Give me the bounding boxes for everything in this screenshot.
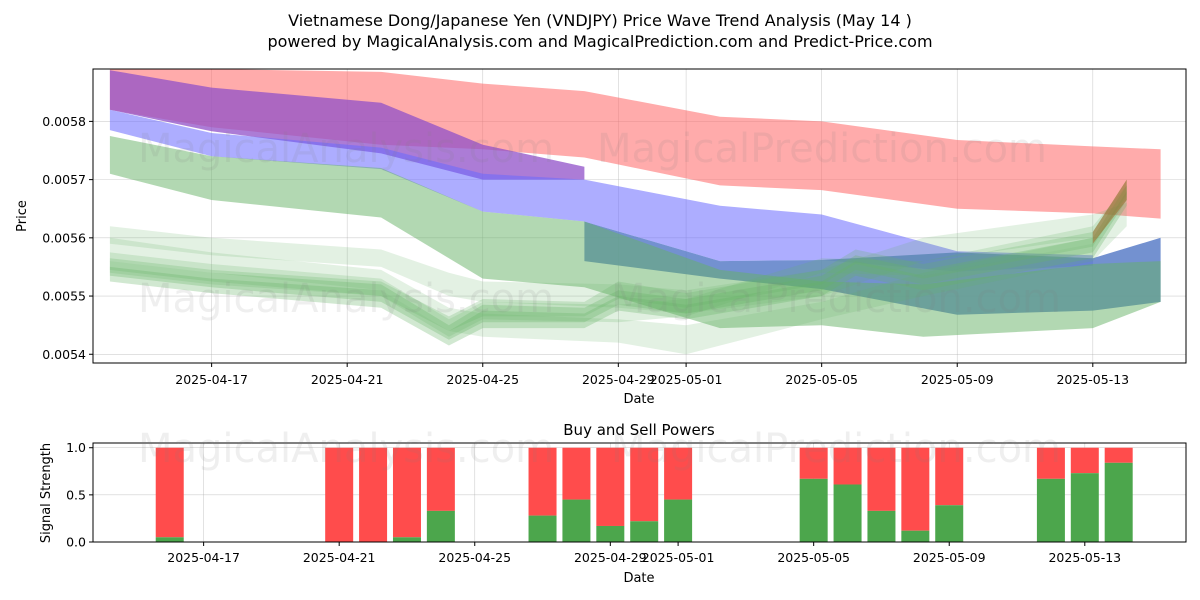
sell-power-bar xyxy=(1104,447,1133,463)
signal-x-tick-label: 2025-04-17 xyxy=(167,550,240,565)
price-x-tick-label: 2025-05-13 xyxy=(1056,372,1129,387)
signal-y-tick-label: 0.0 xyxy=(66,535,86,550)
price-x-axis-label: Date xyxy=(623,392,654,407)
sell-power-bar xyxy=(664,447,693,500)
watermark-prediction-mid: MagicalPrediction.com xyxy=(611,276,1061,322)
signal-plot-frame xyxy=(92,442,1187,543)
buy-sell-title: Buy and Sell Powers xyxy=(563,421,715,439)
price-x-tick-label: 2025-05-01 xyxy=(650,372,723,387)
sell-power-bar xyxy=(528,447,557,516)
figure-title: Vietnamese Dong/Japanese Yen (VNDJPY) Pr… xyxy=(288,11,912,30)
signal-x-tick-label: 2025-04-29 xyxy=(574,550,647,565)
sell-power-bar xyxy=(901,447,930,531)
figure-subtitle: powered by MagicalAnalysis.com and Magic… xyxy=(267,32,932,51)
buy-power-bar xyxy=(867,510,896,542)
buy-power-bar xyxy=(664,499,693,542)
price-bands xyxy=(109,69,1161,355)
sell-power-bar xyxy=(359,447,388,542)
signal-x-tick-label: 2025-05-13 xyxy=(1048,550,1121,565)
buy-power-bar xyxy=(596,525,625,542)
watermark-analysis-top: MagicalAnalysis.com xyxy=(138,126,554,172)
price-x-tick-label: 2025-05-05 xyxy=(785,372,858,387)
buy-power-bar xyxy=(935,505,964,542)
price-y-tick-label: 0.0057 xyxy=(42,172,86,187)
buy-power-bar xyxy=(630,521,659,542)
price-y-tick-label: 0.0055 xyxy=(42,289,86,304)
price-band-1 xyxy=(109,70,585,180)
sell-power-bar xyxy=(1070,447,1099,474)
watermark-analysis-bottom: MagicalAnalysis.com xyxy=(138,426,554,472)
buy-power-bar xyxy=(799,478,828,542)
signal-x-tick-label: 2025-05-01 xyxy=(642,550,715,565)
price-x-ticks: 2025-04-17 2025-04-21 2025-04-25 2025-04-29… xyxy=(175,363,1129,387)
price-band-5 xyxy=(109,202,1127,314)
price-band-2 xyxy=(109,109,1093,272)
buy-power-bar xyxy=(1070,473,1099,542)
signal-y-axis-label: Signal Strength xyxy=(39,443,54,543)
buy-power-bar xyxy=(1036,478,1065,542)
watermark-prediction-top: MagicalPrediction.com xyxy=(597,126,1047,172)
signal-x-tick-label: 2025-05-09 xyxy=(913,550,986,565)
buy-power-bar xyxy=(528,515,557,542)
price-band-8 xyxy=(109,179,1127,331)
price-x-tick-label: 2025-04-25 xyxy=(446,372,519,387)
signal-x-tick-label: 2025-05-05 xyxy=(777,550,850,565)
sell-power-bar xyxy=(562,447,591,500)
signal-x-tick-label: 2025-04-25 xyxy=(438,550,511,565)
sell-power-bar xyxy=(325,447,354,542)
sell-power-bar xyxy=(630,447,659,522)
buy-power-bar xyxy=(155,537,184,542)
price-plot-frame xyxy=(92,68,1187,364)
watermark-analysis-mid: MagicalAnalysis.com xyxy=(138,276,554,322)
price-wave-plot: 2025-04-17 2025-04-21 2025-04-25 2025-04-29… xyxy=(15,68,1187,407)
sell-power-bar xyxy=(426,447,455,511)
buy-power-bar xyxy=(833,484,862,542)
price-y-tick-label: 0.0058 xyxy=(42,114,86,129)
buy-power-bar xyxy=(1104,462,1133,542)
buy-power-bar xyxy=(426,510,455,542)
buy-sell-plot: Buy and Sell Powers 2025-04-17 2025-04-21… xyxy=(39,421,1187,586)
signal-y-tick-label: 1.0 xyxy=(66,440,86,455)
price-band-6 xyxy=(109,214,1127,355)
buy-power-bar xyxy=(392,537,421,542)
price-y-axis-label: Price xyxy=(15,200,30,232)
signal-x-ticks: 2025-04-17 2025-04-21 2025-04-25 2025-04-29… xyxy=(167,542,1121,565)
price-x-tick-label: 2025-04-29 xyxy=(582,372,655,387)
price-band-11 xyxy=(1092,179,1127,244)
signal-x-axis-label: Date xyxy=(623,571,654,586)
sell-power-bar xyxy=(935,447,964,506)
signal-bars xyxy=(155,447,1133,542)
price-y-tick-label: 0.0056 xyxy=(42,230,86,245)
price-band-4 xyxy=(109,136,1161,337)
buy-power-bar xyxy=(562,499,591,542)
signal-y-tick-label: 0.5 xyxy=(66,487,86,502)
price-band-7 xyxy=(109,185,1127,337)
sell-power-bar xyxy=(867,447,896,511)
watermark-prediction-bottom: MagicalPrediction.com xyxy=(611,426,1061,472)
sell-power-bar xyxy=(799,447,828,479)
buy-power-bar xyxy=(901,530,930,542)
price-y-ticks: 0.0054 0.0055 0.0056 0.0057 0.0058 xyxy=(42,114,93,362)
sell-power-bar xyxy=(833,447,862,485)
signal-x-tick-label: 2025-04-21 xyxy=(303,550,376,565)
sell-power-bar xyxy=(392,447,421,538)
signal-y-ticks: 0.0 0.5 1.0 xyxy=(66,440,93,550)
price-x-tick-label: 2025-04-21 xyxy=(311,372,384,387)
sell-power-bar xyxy=(1036,447,1065,479)
sell-power-bar xyxy=(155,447,184,538)
price-x-tick-label: 2025-05-09 xyxy=(921,372,994,387)
sell-power-bar xyxy=(596,447,625,526)
price-y-tick-label: 0.0054 xyxy=(42,347,86,362)
price-x-tick-label: 2025-04-17 xyxy=(175,372,248,387)
